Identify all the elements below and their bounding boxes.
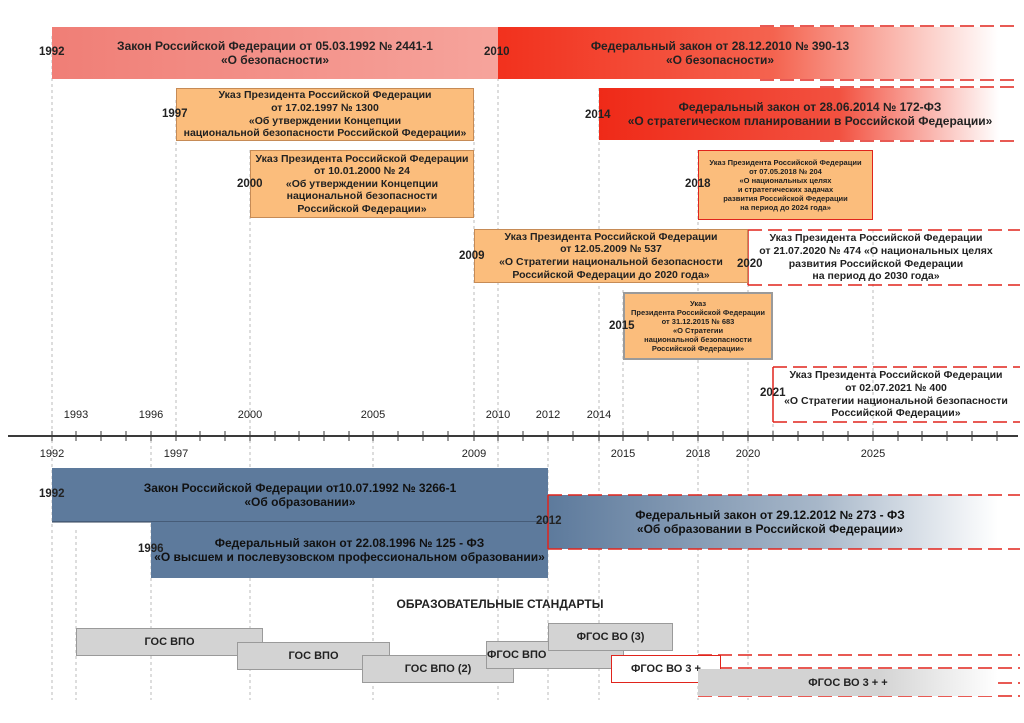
decree-2015-box: Указ Президента Российской Федерации от … — [623, 292, 773, 360]
year-2014-label: 2014 — [585, 109, 611, 121]
axis-label-upper: 1996 — [138, 409, 164, 421]
axis-label-lower: 1997 — [163, 448, 189, 460]
year-1992-label: 1992 — [39, 46, 65, 58]
axis-label-upper: 2005 — [360, 409, 386, 421]
law-1992-security-text: Закон Российской Федерации от 05.03.1992… — [117, 38, 433, 67]
axis-label-upper: 2014 — [586, 409, 612, 421]
axis-label-upper: 2000 — [237, 409, 263, 421]
axis-label-lower: 2025 — [860, 448, 886, 460]
std-gos-vpo-3: ГОС ВПО (2) — [362, 655, 514, 683]
standards-title: ОБРАЗОВАТЕЛЬНЫЕ СТАНДАРТЫ — [396, 597, 604, 611]
bar-edu-law-1996 — [151, 522, 548, 578]
axis-label-lower: 2020 — [735, 448, 761, 460]
axis-label-lower: 2009 — [461, 448, 487, 460]
year-2021-label: 2021 — [760, 387, 786, 399]
decree-2000-box: Указ Президента Российской Федерации от … — [250, 150, 474, 218]
axis-label-upper: 2010 — [485, 409, 511, 421]
year-2018-label: 2018 — [685, 178, 711, 190]
decree-2021-box: Указ Президента Российской Федерации от … — [784, 369, 1008, 420]
year-2009-label: 2009 — [459, 250, 485, 262]
decree-2009-box: Указ Президента Российской Федерации от … — [474, 229, 748, 283]
year-edu-1992-label: 1992 — [39, 488, 65, 500]
edu-law-2012-text: Федеральный закон от 29.12.2012 № 273 - … — [635, 507, 905, 536]
axis-ticks — [51, 431, 998, 441]
law-2010-security-text: Федеральный закон от 28.12.2010 № 390-13… — [590, 38, 850, 67]
std-gos-vpo-1: ГОС ВПО — [76, 628, 263, 656]
year-2020-label: 2020 — [737, 258, 763, 270]
axis-label-lower: 2015 — [610, 448, 636, 460]
bar-law-2010-security — [498, 27, 998, 79]
year-2000-label: 2000 — [237, 178, 263, 190]
axis-label-upper: 1993 — [63, 409, 89, 421]
year-edu-2012-label: 2012 — [536, 515, 562, 527]
axis-label-lower: 1992 — [39, 448, 65, 460]
year-1997-label: 1997 — [162, 108, 188, 120]
axis-label-upper: 2012 — [535, 409, 561, 421]
decree-2018-box: Указ Президента Российской Федерации от … — [698, 150, 873, 220]
edu-law-1992-text: Закон Российской Федерации от10.07.1992 … — [143, 480, 457, 509]
law-2014-text: Федеральный закон от 28.06.2014 № 172-ФЗ… — [627, 99, 993, 128]
std-fgos-vo-3: ФГОС ВО (3) — [548, 623, 673, 651]
axis-label-lower: 2018 — [685, 448, 711, 460]
bar-law-1992-security — [52, 27, 498, 79]
year-2015-label: 2015 — [609, 320, 635, 332]
decree-2020-box: Указ Президента Российской Федерации от … — [759, 232, 993, 283]
year-edu-1996-label: 1996 — [138, 543, 164, 555]
decree-1997-box: Указ Президента Российской Федерации от … — [176, 88, 474, 141]
bar-edu-law-2012 — [548, 495, 998, 549]
year-2010-label: 2010 — [484, 46, 510, 58]
bar-edu-law-1992 — [52, 468, 548, 522]
std-fgos-vo-3plusplus: ФГОС ВО 3 + + — [698, 669, 998, 696]
bar-law-2014 — [599, 88, 999, 140]
edu-law-1996-text: Федеральный закон от 22.08.1996 № 125 - … — [154, 535, 545, 564]
